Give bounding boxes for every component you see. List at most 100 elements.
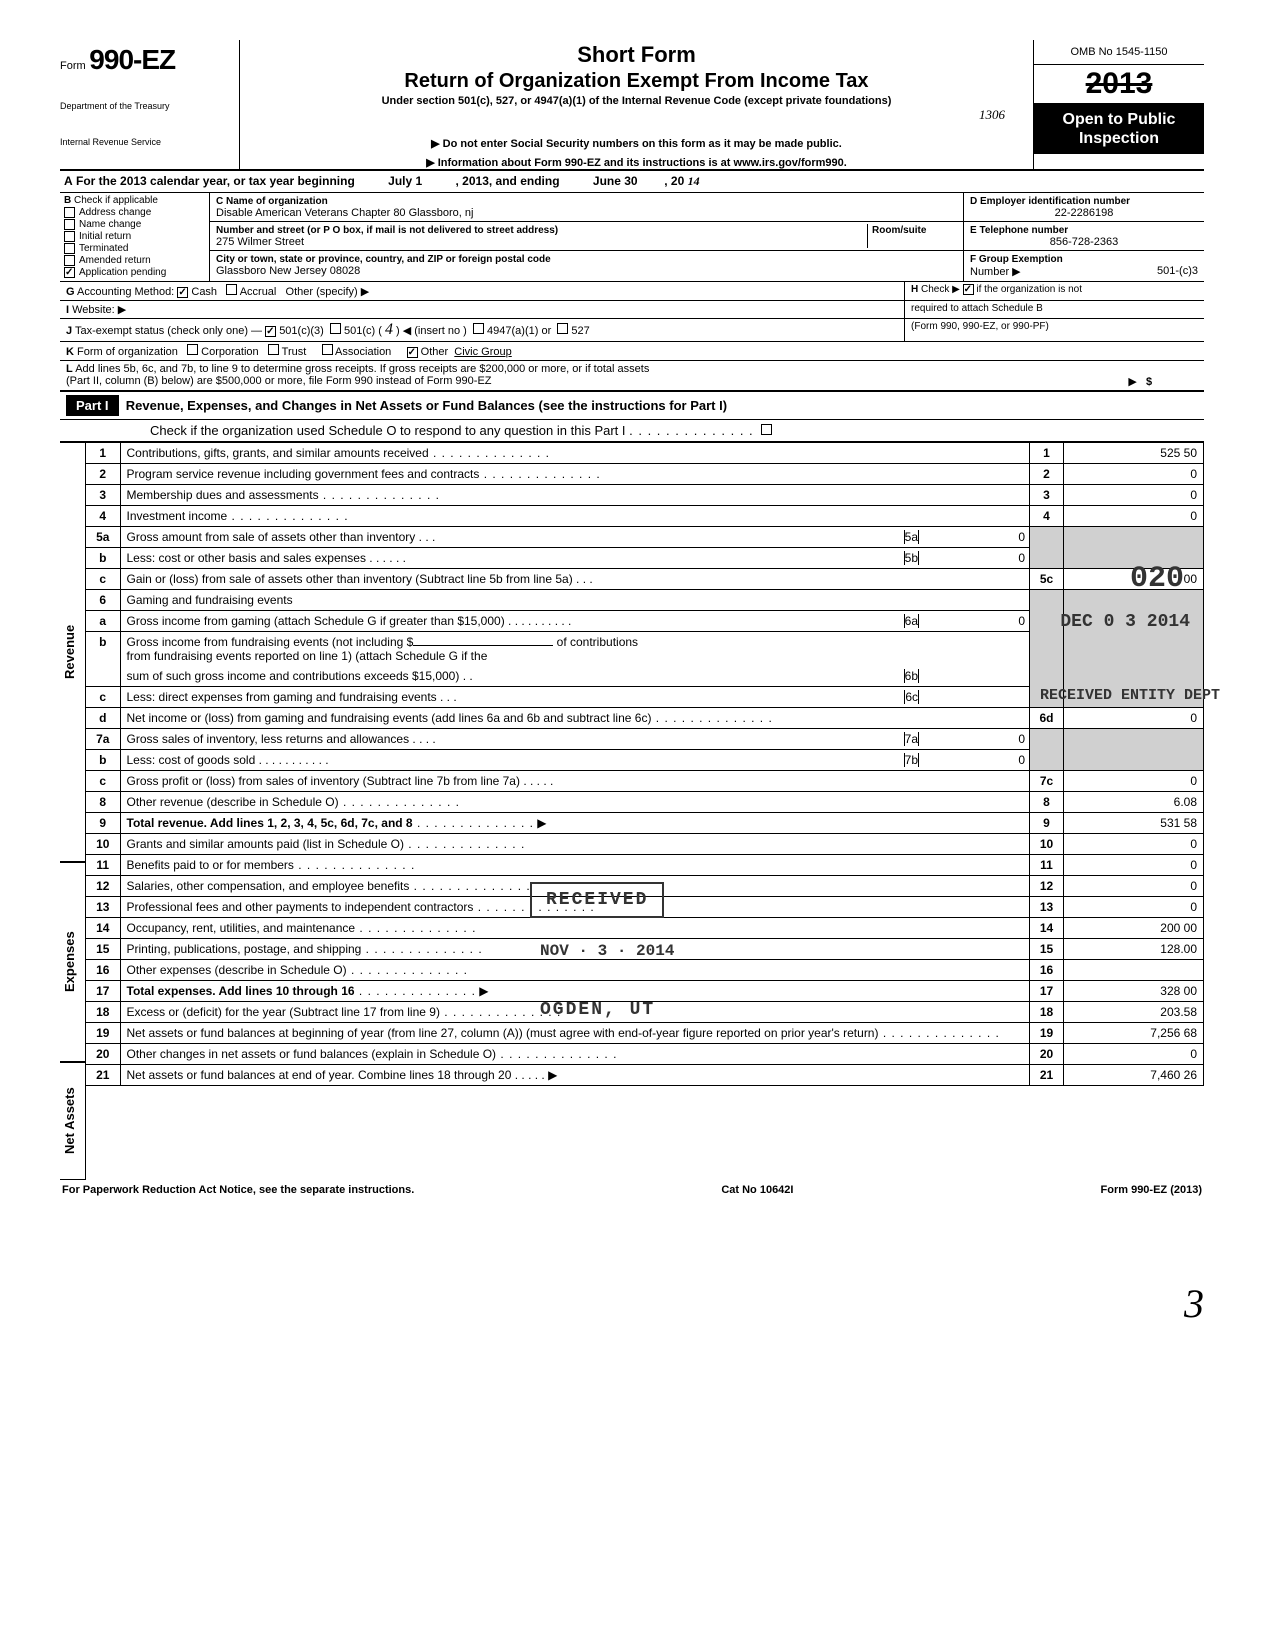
- 4947-label: 4947(a)(1) or: [487, 325, 551, 337]
- lines-table: 1Contributions, gifts, grants, and simil…: [86, 442, 1204, 1086]
- h-text2: if the organization is not: [976, 284, 1082, 295]
- open-line2: Inspection: [1079, 130, 1159, 147]
- line-20: 20Other changes in net assets or fund ba…: [86, 1044, 1204, 1065]
- ssn-warning: ▶ Do not enter Social Security numbers o…: [248, 137, 1025, 150]
- line-21: 21Net assets or fund balances at end of …: [86, 1065, 1204, 1086]
- line-18: 18Excess or (deficit) for the year (Subt…: [86, 1002, 1204, 1023]
- label-c: C: [216, 196, 223, 207]
- dept-irs: Internal Revenue Service: [60, 138, 233, 148]
- check-terminated[interactable]: Terminated: [64, 243, 205, 254]
- line-7a: 7aGross sales of inventory, less returns…: [86, 729, 1204, 750]
- check-address-change[interactable]: Address change: [64, 207, 205, 218]
- part1-check-text: Check if the organization used Schedule …: [150, 423, 626, 438]
- sub-title: Under section 501(c), 527, or 4947(a)(1)…: [248, 95, 1025, 107]
- page-footer: For Paperwork Reduction Act Notice, see …: [60, 1180, 1204, 1200]
- label-g: G: [66, 286, 75, 298]
- line-8: 8Other revenue (describe in Schedule O)8…: [86, 792, 1204, 813]
- line-14: 14Occupancy, rent, utilities, and mainte…: [86, 918, 1204, 939]
- row-l: L Add lines 5b, 6c, and 7b, to line 9 to…: [60, 361, 1204, 392]
- h-text1: Check ▶: [921, 284, 960, 295]
- instructions-url: ▶ Information about Form 990-EZ and its …: [248, 156, 1025, 169]
- check-501c3[interactable]: [265, 326, 276, 337]
- hand-4: 4: [385, 321, 393, 338]
- check-assoc[interactable]: [322, 344, 333, 355]
- section-b-checks: B Check if applicable Address change Nam…: [60, 193, 210, 281]
- section-b-block: B Check if applicable Address change Nam…: [60, 193, 1204, 282]
- check-other-org[interactable]: [407, 347, 418, 358]
- fy-end: June 30: [593, 174, 638, 188]
- part1-header-row: Part I Revenue, Expenses, and Changes in…: [60, 392, 1204, 420]
- check-schedule-b[interactable]: [963, 284, 974, 295]
- check-initial-return[interactable]: Initial return: [64, 231, 205, 242]
- label-f2: Number ▶: [970, 266, 1021, 278]
- label-f: F Group Exemption: [970, 254, 1063, 265]
- label-e: E Telephone number: [970, 225, 1068, 236]
- footer-cat: Cat No 10642I: [721, 1184, 793, 1196]
- open-line1: Open to Public: [1063, 111, 1176, 128]
- check-schedule-o[interactable]: [761, 424, 772, 435]
- side-expenses: Expenses: [60, 862, 86, 1062]
- line-6b2: sum of such gross income and contributio…: [86, 666, 1204, 687]
- check-trust[interactable]: [268, 344, 279, 355]
- hand-number: 1306: [248, 107, 1025, 123]
- section-def-block: D Employer identification number 22-2286…: [964, 193, 1204, 281]
- city-label: City or town, state or province, country…: [216, 254, 551, 265]
- g-text: Accounting Method:: [77, 286, 174, 298]
- form-number: 990-EZ: [89, 44, 175, 75]
- h-text3: required to attach Schedule B: [904, 301, 1204, 318]
- fy-begin: July 1: [388, 174, 422, 188]
- l-text2: (Part II, column (B) below) are $500,000…: [66, 375, 492, 387]
- check-501c[interactable]: [330, 323, 341, 334]
- check-cash[interactable]: [177, 287, 188, 298]
- cash-label: Cash: [191, 286, 217, 298]
- check-527[interactable]: [557, 323, 568, 334]
- omb-number: OMB No 1545-1150: [1034, 40, 1204, 65]
- 501c3-label: 501(c)(3): [279, 325, 324, 337]
- line-6c: cLess: direct expenses from gaming and f…: [86, 687, 1204, 708]
- line-4: 4Investment income40: [86, 506, 1204, 527]
- j-text: Tax-exempt status (check only one) —: [75, 325, 262, 337]
- form-label: Form: [60, 60, 86, 72]
- line-5b: bLess: cost or other basis and sales exp…: [86, 548, 1204, 569]
- trust-label: Trust: [282, 346, 307, 358]
- dept-treasury: Department of the Treasury: [60, 102, 233, 112]
- h-text4: (Form 990, 990-EZ, or 990-PF): [904, 319, 1204, 341]
- part1-title: Revenue, Expenses, and Changes in Net As…: [126, 398, 727, 413]
- 501c-label: 501(c) (: [344, 325, 382, 337]
- row-j: J Tax-exempt status (check only one) — 5…: [60, 319, 1204, 342]
- corp-label: Corporation: [201, 346, 258, 358]
- org-name: Disable American Veterans Chapter 80 Gla…: [216, 207, 473, 219]
- main-grid: Revenue Expenses Net Assets 1Contributio…: [60, 442, 1204, 1180]
- header-right: OMB No 1545-1150 2013 Open to Public Ins…: [1034, 40, 1204, 169]
- check-corp[interactable]: [187, 344, 198, 355]
- c-text: Name of organization: [226, 196, 328, 207]
- check-amended[interactable]: Amended return: [64, 255, 205, 266]
- footer-left: For Paperwork Reduction Act Notice, see …: [62, 1184, 414, 1196]
- line-11: 11Benefits paid to or for members110: [86, 855, 1204, 876]
- label-h: H: [911, 284, 918, 295]
- line-6: 6Gaming and fundraising events: [86, 590, 1204, 611]
- street-address: 275 Wilmer Street: [216, 236, 304, 248]
- check-name-change[interactable]: Name change: [64, 219, 205, 230]
- row-a-text1: For the 2013 calendar year, or tax year …: [76, 174, 355, 188]
- assoc-label: Association: [335, 346, 391, 358]
- line-5c: cGain or (loss) from sale of assets othe…: [86, 569, 1204, 590]
- 527-label: 527: [571, 325, 589, 337]
- check-accrual[interactable]: [226, 284, 237, 295]
- addr-label: Number and street (or P O box, if mail i…: [216, 225, 558, 236]
- line-17: 17Total expenses. Add lines 10 through 1…: [86, 981, 1204, 1002]
- check-4947[interactable]: [473, 323, 484, 334]
- side-netassets: Net Assets: [60, 1062, 86, 1180]
- label-a: A: [64, 174, 73, 188]
- city-state-zip: Glassboro New Jersey 08028: [216, 265, 360, 277]
- short-form-title: Short Form: [248, 42, 1025, 68]
- line-10: 10Grants and similar amounts paid (list …: [86, 834, 1204, 855]
- footer-form: Form 990-EZ (2013): [1101, 1184, 1202, 1196]
- other-method-label: Other (specify) ▶: [286, 286, 370, 298]
- check-application-pending[interactable]: Application pending: [64, 267, 205, 278]
- label-b: B: [64, 195, 71, 206]
- label-j: J: [66, 325, 72, 337]
- label-k: K: [66, 346, 74, 358]
- row-a-text3: , 20: [664, 174, 684, 188]
- side-labels: Revenue Expenses Net Assets: [60, 442, 86, 1180]
